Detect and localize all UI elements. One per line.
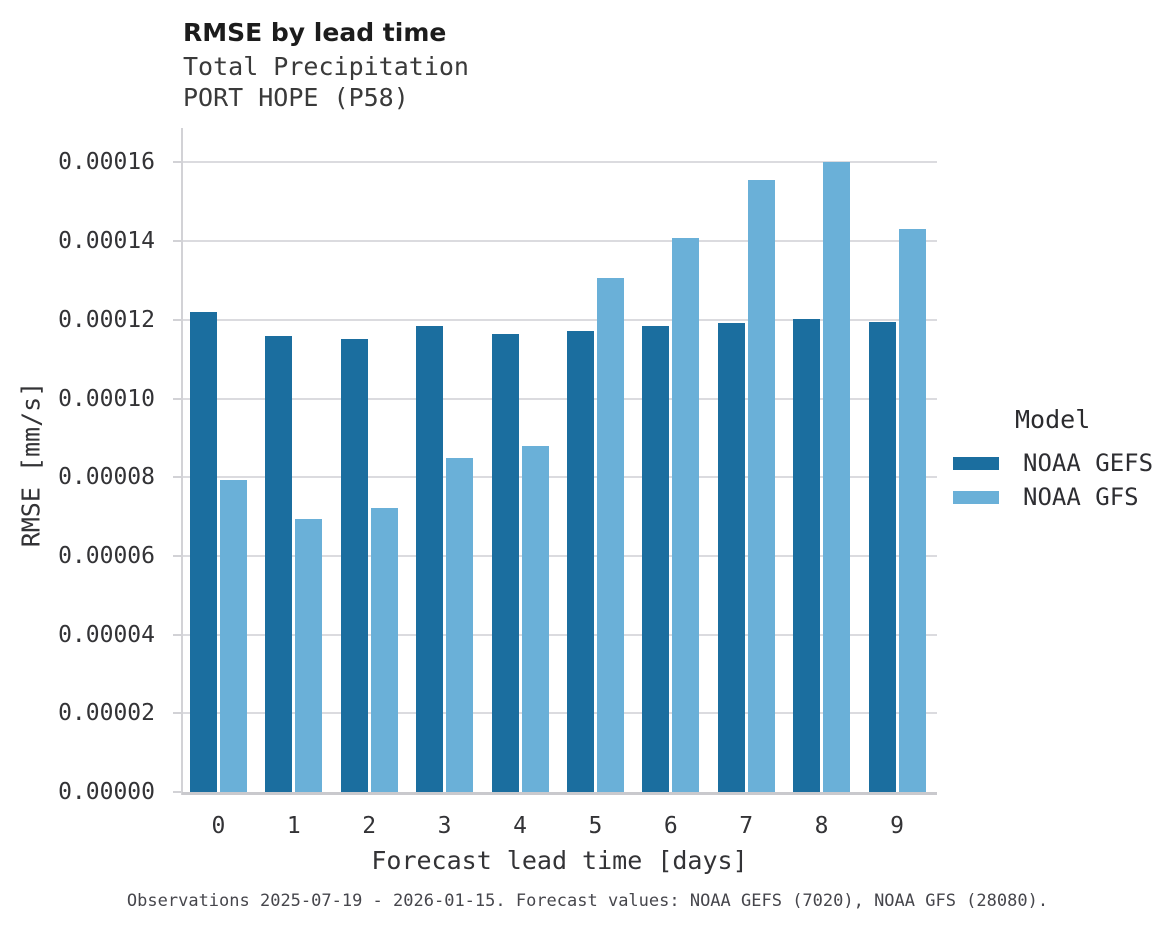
gridline (182, 476, 937, 479)
legend-swatch-noaa-gefs (953, 456, 999, 470)
bar-noaa-gefs-day-9 (868, 321, 896, 792)
bar-noaa-gfs-day-0 (219, 479, 247, 792)
y-axis-tick (173, 161, 182, 164)
legend-item-noaa-gefs: NOAA GEFS (950, 446, 1175, 480)
x-tick-label: 9 (890, 813, 904, 839)
x-tick-label: 1 (286, 813, 301, 839)
y-axis-spine (181, 128, 183, 795)
caption: Observations 2025-07-19 - 2026-01-15. Fo… (126, 891, 1049, 911)
x-tick-label: 5 (588, 813, 603, 839)
gridline (182, 240, 937, 243)
x-tick-label: 2 (362, 813, 377, 839)
x-axis-line (182, 792, 937, 795)
bar-noaa-gfs-day-6 (672, 238, 700, 792)
x-tick-label: 6 (663, 813, 678, 839)
legend-item-noaa-gfs: NOAA GFS (950, 480, 1175, 514)
y-tick-label: 0.00000 (58, 779, 155, 805)
legend-items: NOAA GEFS NOAA GFS (950, 446, 1175, 514)
y-axis-tick (173, 240, 182, 243)
bar-noaa-gefs-day-4 (491, 334, 519, 792)
gridline (182, 554, 937, 557)
chart-subtitle-station: PORT HOPE (P58) (183, 83, 409, 112)
chart-subtitle-variable: Total Precipitation (183, 52, 469, 81)
bar-noaa-gfs-day-7 (747, 179, 775, 792)
bar-noaa-gefs-day-8 (793, 319, 821, 792)
y-axis-title: RMSE [mm/s] (16, 381, 46, 548)
x-tick-label: 0 (211, 813, 226, 839)
bar-noaa-gefs-day-2 (340, 339, 368, 792)
y-tick-label: 0.00008 (58, 464, 155, 491)
legend: Model NOAA GEFS NOAA GFS (950, 405, 1175, 514)
y-axis-tick (173, 318, 182, 321)
bar-noaa-gefs-day-3 (416, 325, 444, 792)
bar-noaa-gefs-day-5 (566, 330, 594, 792)
gridline (182, 161, 937, 164)
chart-title: RMSE by lead time (183, 18, 447, 47)
gridline (182, 318, 937, 321)
legend-label: NOAA GEFS (1023, 449, 1154, 477)
legend-swatch-noaa-gfs (953, 490, 999, 504)
x-tick-label: 4 (513, 813, 527, 839)
x-tick-label: 7 (739, 813, 754, 839)
bar-noaa-gefs-day-7 (717, 322, 745, 792)
bar-noaa-gefs-day-1 (265, 335, 293, 792)
bar-noaa-gfs-day-8 (823, 162, 851, 792)
x-tick-label: 8 (814, 813, 829, 839)
y-tick-label: 0.00002 (58, 700, 155, 727)
y-axis-tick (173, 712, 182, 715)
bar-noaa-gfs-day-4 (521, 445, 549, 792)
bar-noaa-gefs-day-6 (642, 325, 670, 792)
y-tick-label: 0.00012 (58, 306, 155, 333)
y-axis-tick (173, 791, 182, 793)
gridline (182, 397, 937, 400)
bar-noaa-gfs-day-3 (446, 458, 474, 792)
y-axis-tick (173, 397, 182, 400)
y-axis-tick (173, 554, 182, 557)
bar-noaa-gfs-day-9 (898, 229, 926, 792)
bar-noaa-gefs-day-0 (189, 311, 217, 792)
x-tick-label: 3 (437, 813, 452, 839)
y-tick-label: 0.00006 (58, 542, 155, 569)
legend-title: Model (1015, 405, 1091, 434)
y-tick-label: 0.00016 (58, 149, 155, 176)
gridline (182, 633, 937, 636)
legend-label: NOAA GFS (1023, 483, 1139, 511)
y-tick-label: 0.00004 (58, 621, 155, 648)
bar-noaa-gfs-day-1 (295, 519, 323, 792)
bar-noaa-gfs-day-5 (596, 278, 624, 792)
bar-noaa-gfs-day-2 (370, 508, 398, 792)
y-axis-tick (173, 633, 182, 636)
y-tick-label: 0.00014 (58, 228, 155, 255)
gridline (182, 712, 937, 715)
y-tick-label: 0.00010 (58, 385, 155, 412)
y-axis-tick (173, 476, 182, 479)
x-axis-title: Forecast lead time [days] (371, 846, 748, 875)
